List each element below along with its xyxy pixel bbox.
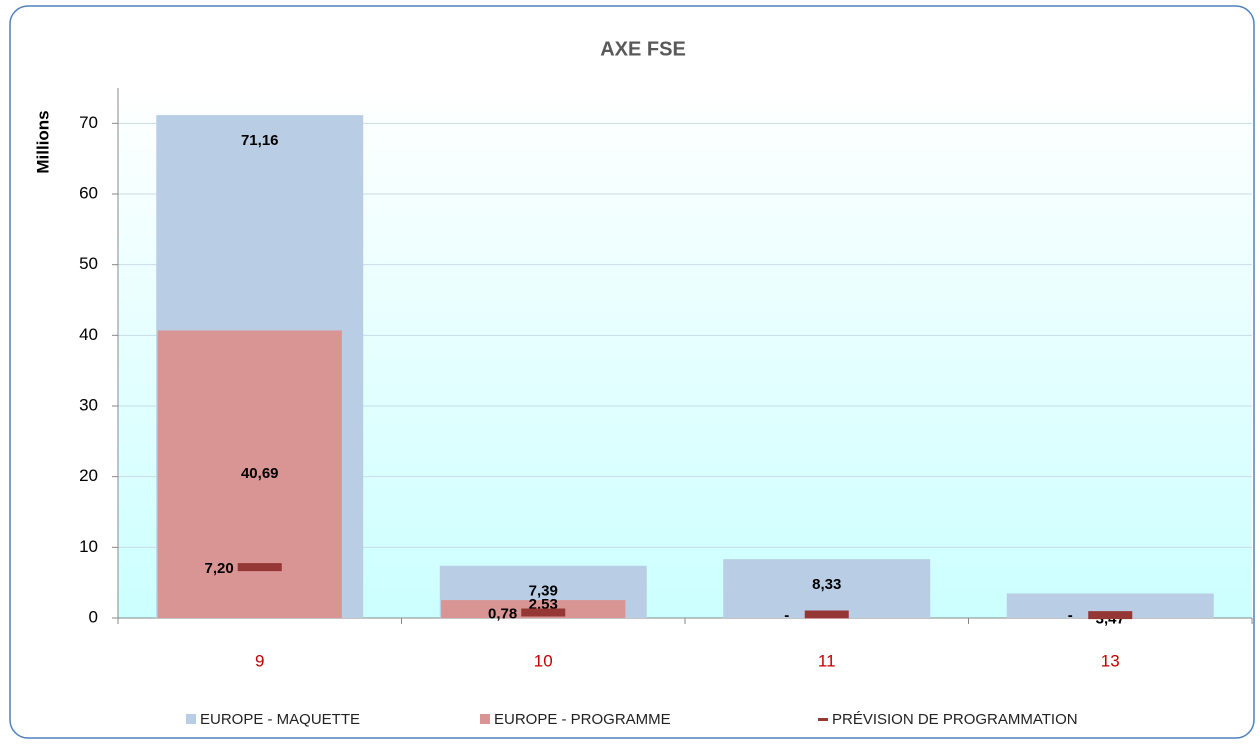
data-label: 0,78 (488, 605, 517, 622)
data-label: - (784, 607, 789, 624)
legend-swatch (480, 714, 490, 724)
y-tick-label: 20 (79, 466, 98, 485)
data-label: 71,16 (241, 132, 279, 149)
y-tick-label: 70 (79, 113, 98, 132)
y-tick-label: 60 (79, 183, 98, 202)
legend-label: PRÉVISION DE PROGRAMMATION (832, 711, 1078, 728)
y-tick-label: 40 (79, 325, 98, 344)
legend-label: EUROPE - MAQUETTE (200, 711, 360, 728)
data-label: 40,69 (241, 465, 279, 482)
data-label: - (1068, 607, 1073, 624)
x-tick-label: 9 (255, 651, 264, 670)
y-tick-label: 0 (89, 607, 98, 626)
data-label: 8,33 (812, 576, 841, 593)
bar (723, 559, 931, 618)
legend-label: EUROPE - PROGRAMME (494, 711, 671, 728)
y-axis-label: Millions (33, 110, 52, 173)
data-label: 7,20 (205, 560, 234, 577)
y-tick-label: 10 (79, 537, 98, 556)
data-label: 7,39 (529, 583, 558, 600)
x-tick-label: 10 (534, 651, 553, 670)
y-tick-label: 50 (79, 254, 98, 273)
legend-swatch (818, 718, 828, 721)
x-tick-label: 13 (1101, 651, 1120, 670)
y-tick-label: 30 (79, 395, 98, 414)
x-tick-label: 11 (818, 651, 836, 670)
legend-swatch (186, 714, 196, 724)
chart-title: AXE FSE (600, 38, 686, 60)
